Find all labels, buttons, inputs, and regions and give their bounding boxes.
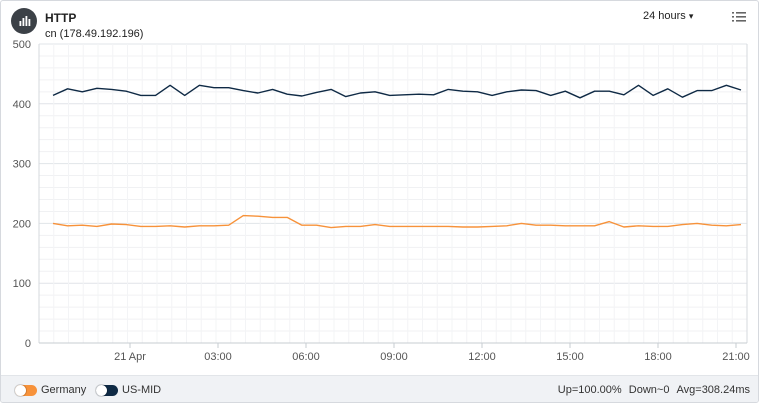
chevron-down-icon: ▾ — [688, 11, 694, 21]
up-label: Up= — [557, 384, 579, 396]
legend-label-us-mid: US-MID — [122, 384, 162, 396]
series-line-germany — [52, 214, 742, 229]
series-line-us-mid — [52, 84, 742, 99]
legend-item-us-mid[interactable]: US-MID — [96, 384, 161, 396]
menu-list-icon[interactable] — [732, 10, 748, 22]
legend-item-germany[interactable]: Germany — [15, 384, 86, 396]
response-time-chart: 0 100 200 300 400 500 21 Apr 03:00 06:00 09:00 12:… — [13, 39, 750, 363]
x-tick-label: 12:00 — [468, 351, 496, 363]
legend-label-germany: Germany — [41, 384, 87, 396]
down-value: 0 — [663, 384, 670, 396]
toggle-germany[interactable] — [15, 384, 37, 396]
widget-subtitle: cn (178.49.192.196) — [45, 28, 144, 40]
avg-label: Avg= — [676, 384, 702, 396]
x-tick-label: 06:00 — [292, 351, 320, 363]
down-label: Down~ — [628, 384, 664, 396]
chart-footer: Germany US-MID Up=100.00% Down~0 Avg=308… — [1, 375, 758, 403]
y-tick-label: 300 — [13, 159, 31, 171]
bar-chart-icon — [11, 8, 37, 34]
y-tick-label: 200 — [13, 218, 31, 230]
up-value: 100.00% — [578, 384, 622, 396]
y-tick-label: 500 — [13, 39, 31, 51]
widget-title: HTTP — [45, 11, 77, 25]
y-tick-label: 0 — [25, 338, 31, 350]
time-range-label: 24 hours — [643, 10, 686, 22]
avg-value: 308.24ms — [701, 384, 750, 396]
y-tick-label: 100 — [13, 278, 31, 290]
x-tick-label: 09:00 — [380, 351, 408, 363]
x-tick-label: 21:00 — [722, 351, 750, 363]
x-tick-label: 18:00 — [644, 351, 672, 363]
toggle-us-mid[interactable] — [96, 384, 118, 396]
x-tick-label: 21 Apr — [114, 351, 146, 363]
x-tick-label: 03:00 — [204, 351, 232, 363]
resize-handle[interactable]: .... — [373, 396, 388, 403]
time-range-dropdown[interactable]: 24 hours ▾ — [643, 10, 693, 22]
stats-summary: Up=100.00% Down~0 Avg=308.24ms — [558, 384, 750, 396]
y-tick-label: 400 — [13, 99, 31, 111]
x-tick-label: 15:00 — [556, 351, 584, 363]
